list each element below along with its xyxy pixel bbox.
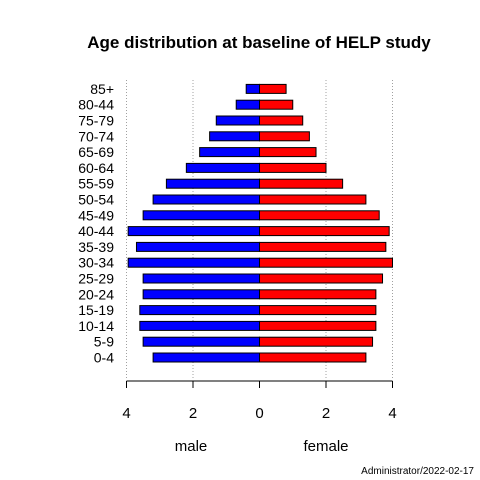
bar-female — [259, 147, 317, 158]
category-label: 65-69 — [78, 144, 114, 160]
bar-female — [259, 320, 377, 331]
bar-female — [259, 289, 377, 300]
x-tick-label: 2 — [322, 405, 330, 422]
category-label: 25-29 — [78, 271, 114, 287]
bar-male — [152, 194, 261, 205]
bar-female — [259, 305, 377, 316]
category-label: 60-64 — [78, 160, 114, 176]
x-tick-label: 2 — [189, 405, 197, 422]
bar-male — [127, 257, 260, 268]
bar-female — [259, 83, 287, 94]
bar-female — [259, 162, 327, 173]
bar-female — [259, 257, 393, 268]
bar-female — [259, 241, 387, 252]
category-label: 70-74 — [78, 128, 114, 144]
bar-male — [142, 210, 260, 221]
bars — [127, 83, 393, 363]
bar-female — [259, 210, 380, 221]
x-axis: 4 2 0 2 4 — [122, 380, 397, 422]
bar-female — [259, 352, 367, 363]
category-label: 0-4 — [94, 350, 114, 366]
category-label: 15-19 — [78, 302, 114, 318]
category-label: 75-79 — [78, 113, 114, 129]
x-tick-label: 4 — [388, 405, 396, 422]
chart-title: Age distribution at baseline of HELP stu… — [87, 33, 431, 52]
bar-female — [259, 99, 294, 110]
bar-male — [235, 99, 261, 110]
bar-male — [209, 131, 260, 142]
category-label: 85+ — [90, 81, 114, 97]
bar-male — [215, 115, 260, 126]
bar-male — [139, 305, 260, 316]
category-labels: 0-45-910-1415-1920-2425-2930-3435-3940-4… — [78, 81, 114, 366]
bar-male — [152, 352, 261, 363]
bar-male — [135, 241, 261, 252]
x-tick-label: 4 — [122, 405, 130, 422]
male-axis-label: male — [175, 438, 208, 455]
bar-male — [142, 273, 260, 284]
bar-female — [259, 194, 367, 205]
bar-female — [259, 226, 390, 237]
category-label: 45-49 — [78, 207, 114, 223]
bar-male — [139, 320, 260, 331]
bar-female — [259, 131, 310, 142]
bar-female — [259, 178, 344, 189]
bar-male — [185, 162, 261, 173]
category-label: 30-34 — [78, 255, 114, 271]
bar-female — [259, 336, 374, 347]
footer-stamp: Administrator/2022-02-17 — [361, 466, 474, 477]
category-label: 40-44 — [78, 223, 114, 239]
category-label: 5-9 — [94, 334, 114, 350]
bar-male — [199, 147, 260, 158]
bar-male — [165, 178, 260, 189]
female-axis-label: female — [303, 438, 348, 455]
bar-male — [142, 336, 260, 347]
bar-female — [259, 273, 384, 284]
category-label: 35-39 — [78, 239, 114, 255]
bar-male — [127, 226, 260, 237]
x-tick-label: 0 — [255, 405, 263, 422]
bar-male — [245, 83, 260, 94]
bar-female — [259, 115, 304, 126]
category-label: 55-59 — [78, 176, 114, 192]
category-label: 20-24 — [78, 286, 114, 302]
category-label: 80-44 — [78, 97, 114, 113]
category-label: 10-14 — [78, 318, 114, 334]
category-label: 50-54 — [78, 192, 114, 208]
bar-male — [142, 289, 260, 300]
